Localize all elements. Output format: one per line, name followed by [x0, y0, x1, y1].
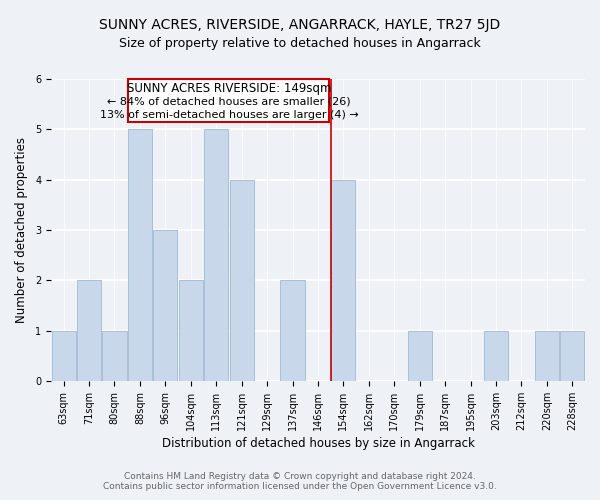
Bar: [560, 330, 584, 381]
Bar: [331, 180, 355, 381]
Bar: [484, 330, 508, 381]
Text: SUNNY ACRES, RIVERSIDE, ANGARRACK, HAYLE, TR27 5JD: SUNNY ACRES, RIVERSIDE, ANGARRACK, HAYLE…: [100, 18, 500, 32]
Bar: [204, 130, 229, 381]
Text: 13% of semi-detached houses are larger (4) →: 13% of semi-detached houses are larger (…: [100, 110, 358, 120]
Text: Contains public sector information licensed under the Open Government Licence v3: Contains public sector information licen…: [103, 482, 497, 491]
Text: Contains HM Land Registry data © Crown copyright and database right 2024.: Contains HM Land Registry data © Crown c…: [124, 472, 476, 481]
Bar: [52, 330, 76, 381]
Bar: [153, 230, 178, 381]
Text: ← 84% of detached houses are smaller (26): ← 84% of detached houses are smaller (26…: [107, 96, 351, 106]
Text: Size of property relative to detached houses in Angarrack: Size of property relative to detached ho…: [119, 38, 481, 51]
Y-axis label: Number of detached properties: Number of detached properties: [15, 137, 28, 323]
X-axis label: Distribution of detached houses by size in Angarrack: Distribution of detached houses by size …: [161, 437, 475, 450]
Bar: [128, 79, 329, 122]
Bar: [535, 330, 559, 381]
Bar: [230, 180, 254, 381]
Bar: [407, 330, 432, 381]
Bar: [179, 280, 203, 381]
Bar: [280, 280, 305, 381]
Bar: [103, 330, 127, 381]
Text: SUNNY ACRES RIVERSIDE: 149sqm: SUNNY ACRES RIVERSIDE: 149sqm: [127, 82, 331, 94]
Bar: [77, 280, 101, 381]
Bar: [128, 130, 152, 381]
